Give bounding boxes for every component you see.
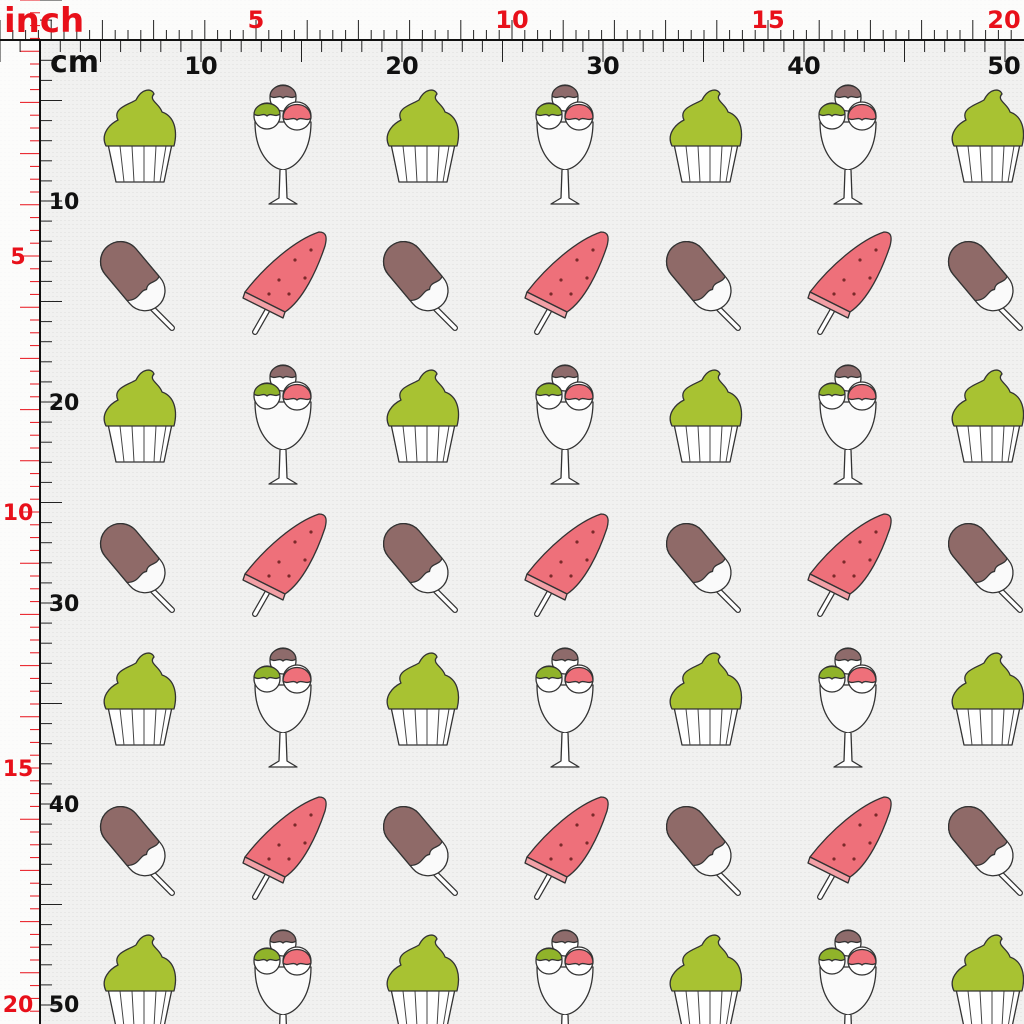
inch-title: inch	[4, 1, 84, 41]
cm-label: 40	[49, 793, 80, 818]
inch-label: 10	[3, 501, 34, 526]
cm-label: 10	[184, 52, 217, 80]
cm-label: 50	[987, 52, 1020, 80]
cm-label: 30	[49, 592, 80, 617]
ruler-ticks	[0, 0, 1012, 1012]
cm-label: 20	[49, 391, 80, 416]
inch-label: 10	[495, 6, 528, 34]
cm-label: 20	[385, 52, 418, 80]
cm-label: 50	[49, 993, 80, 1018]
inch-label: 5	[248, 6, 265, 34]
inch-label: 20	[3, 993, 34, 1018]
inch-label: 5	[10, 245, 25, 270]
inch-label: 15	[3, 757, 34, 782]
left-ruler-band	[0, 40, 40, 1024]
cm-title: cm	[50, 45, 99, 80]
inch-label: 20	[987, 6, 1020, 34]
inch-label: 15	[751, 6, 784, 34]
cm-label: 40	[787, 52, 820, 80]
cm-label: 30	[586, 52, 619, 80]
cm-label: 10	[49, 190, 80, 215]
